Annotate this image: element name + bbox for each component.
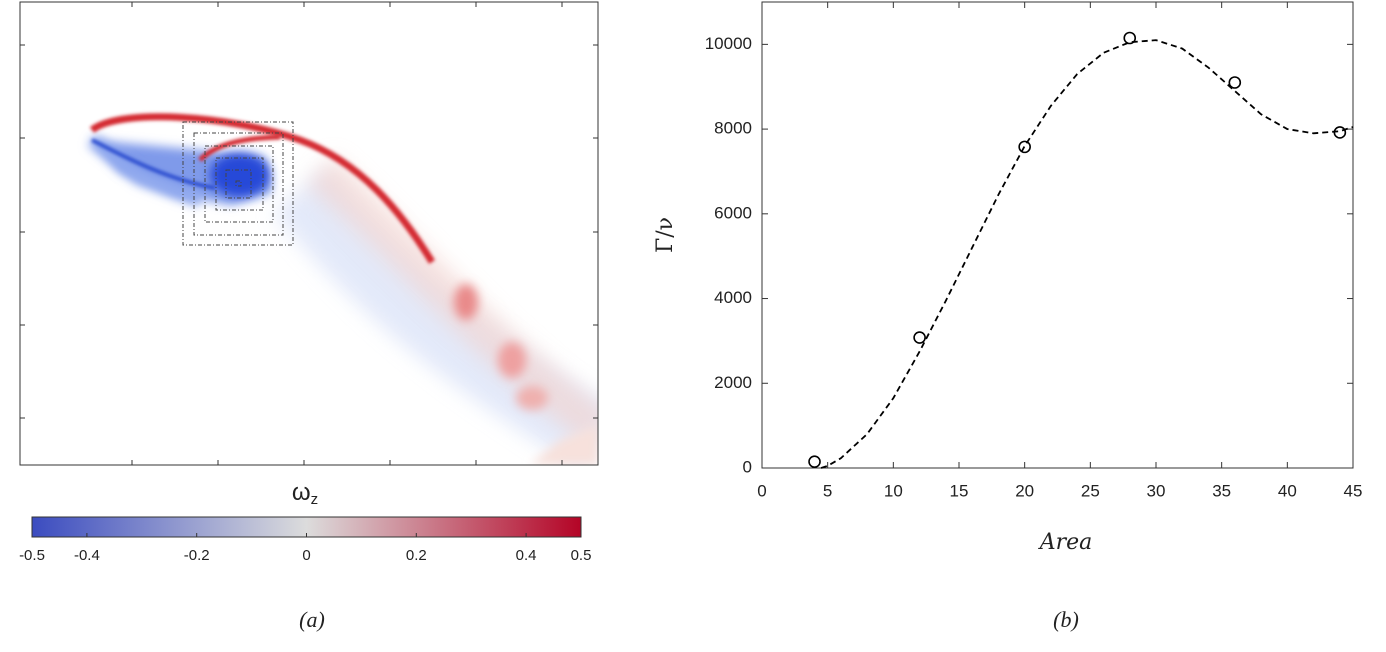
colorbar-tick-label: -0.2 xyxy=(184,547,210,564)
data-point xyxy=(913,331,926,344)
colorbar-tick-label: 0 xyxy=(302,547,310,564)
x-tick-label: 10 xyxy=(884,481,903,500)
data-point xyxy=(1018,140,1031,154)
x-tick-label: 45 xyxy=(1344,481,1363,500)
colorbar-symbol: ω xyxy=(292,479,311,506)
colorbar-tick-label: 0.5 xyxy=(571,547,592,564)
y-tick-label: 2000 xyxy=(714,373,752,392)
x-tick-label: 15 xyxy=(950,481,969,500)
data-point xyxy=(1333,126,1347,139)
x-tick-label: 5 xyxy=(823,481,832,500)
y-tick-label: 8000 xyxy=(714,119,752,138)
data-point xyxy=(1123,31,1137,45)
x-tick-label: 40 xyxy=(1278,481,1297,500)
y-tick-label: 0 xyxy=(743,457,752,476)
y-tick-label: 10000 xyxy=(705,34,752,53)
vorticity-field xyxy=(20,2,598,465)
data-point xyxy=(808,455,821,468)
x-tick-label: 35 xyxy=(1212,481,1231,500)
axes-frame-b xyxy=(761,1,1354,469)
caption: (a) xyxy=(299,607,325,632)
integration-boxes xyxy=(182,121,294,246)
x-tick-label: 20 xyxy=(1015,481,1034,500)
colorbar-tick-label: -0.5 xyxy=(19,547,45,564)
x-axis-label: Area xyxy=(1038,530,1093,555)
x-tick-label: 0 xyxy=(757,481,766,500)
y-axis-label: Γ/ν xyxy=(653,217,678,253)
colorbar-subscript: z xyxy=(311,491,319,508)
colorbar-tick-label: 0.2 xyxy=(406,547,427,564)
x-tick-label: 25 xyxy=(1081,481,1100,500)
colorbar-tick-label: 0.4 xyxy=(516,547,537,564)
y-tick-label: 6000 xyxy=(714,203,752,222)
data-point xyxy=(1228,76,1242,89)
caption: (b) xyxy=(1053,607,1079,632)
colorbar-label: ωz xyxy=(292,479,318,508)
y-tick-label: 4000 xyxy=(714,288,752,307)
axes-frame-a xyxy=(19,1,599,466)
colorbar-tick-label: -0.4 xyxy=(74,547,100,564)
x-tick-label: 30 xyxy=(1147,481,1166,500)
fit-line xyxy=(820,39,1354,469)
